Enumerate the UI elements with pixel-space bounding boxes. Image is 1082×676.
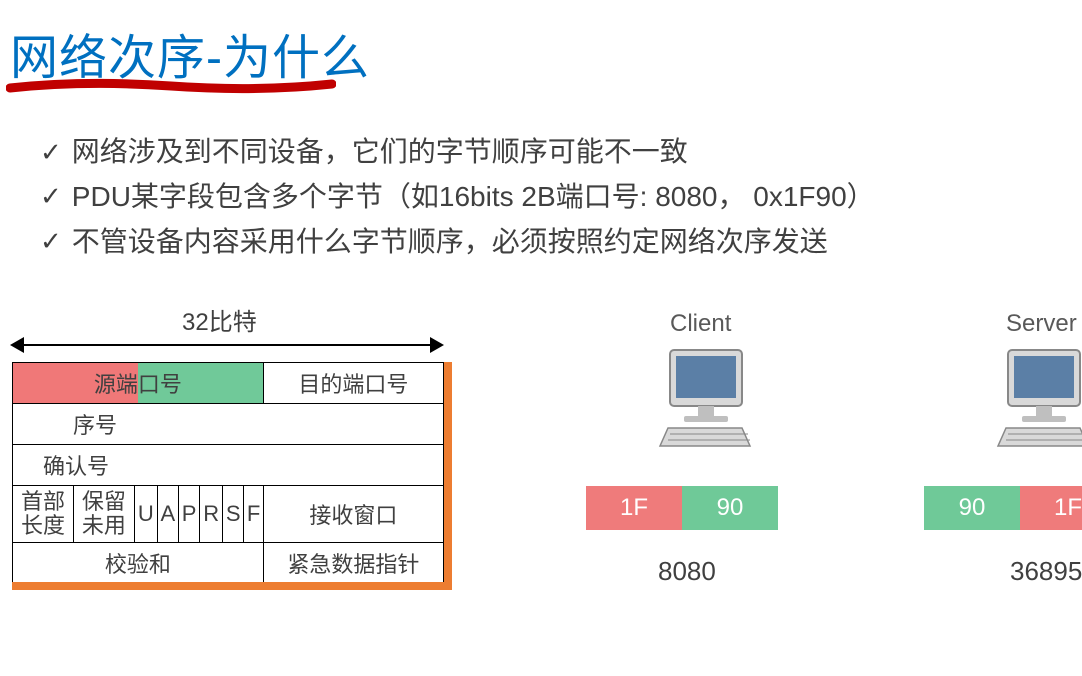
computer-icon <box>988 342 1082 452</box>
checksum-cell: 校验和 <box>13 543 264 584</box>
reserved-cell: 保留未用 <box>73 486 134 543</box>
hdrlen-cell: 首部长度 <box>13 486 74 543</box>
server-label: Server <box>1006 310 1077 338</box>
check-icon: ✓ <box>40 132 62 174</box>
computer-icon <box>650 342 760 452</box>
check-icon: ✓ <box>40 176 62 218</box>
bullet-text: PDU某字段包含多个字节（如16bits 2B端口号: 8080， 0x1F90… <box>72 175 875 220</box>
recv-win-cell: 接收窗口 <box>263 486 443 543</box>
byte-cell: 90 <box>682 486 778 530</box>
bullet-item: ✓ PDU某字段包含多个字节（如16bits 2B端口号: 8080， 0x1F… <box>40 175 875 220</box>
byte-cell: 1F <box>1020 486 1082 530</box>
flag-f: F <box>244 486 264 543</box>
flag-r: R <box>200 486 223 543</box>
client-label: Client <box>670 310 731 338</box>
width-label: 32比特 <box>182 302 257 337</box>
tcp-header-table: 源端口号 目的端口号 序号 确认号 首部长度 保留未用 U A P R S F … <box>12 362 444 584</box>
flag-s: S <box>223 486 244 543</box>
server-port: 36895 <box>1010 556 1082 587</box>
seq-cell: 序号 <box>13 404 444 445</box>
bullet-text: 不管设备内容采用什么字节顺序，必须按照约定网络次序发送 <box>72 220 828 265</box>
title-underline <box>6 78 336 96</box>
check-icon: ✓ <box>40 221 62 263</box>
urg-ptr-cell: 紧急数据指针 <box>263 543 443 584</box>
flag-a: A <box>157 486 178 543</box>
flag-u: U <box>134 486 157 543</box>
ack-cell: 确认号 <box>13 445 444 486</box>
client-bytes: 1F 90 <box>586 486 778 530</box>
width-indicator: 32比特 <box>12 330 442 360</box>
client-port: 8080 <box>658 556 716 587</box>
dst-port-cell: 目的端口号 <box>263 363 443 404</box>
bullet-list: ✓ 网络涉及到不同设备，它们的字节顺序可能不一致 ✓ PDU某字段包含多个字节（… <box>40 130 875 264</box>
byte-cell: 90 <box>924 486 1020 530</box>
flag-p: P <box>178 486 199 543</box>
bullet-text: 网络涉及到不同设备，它们的字节顺序可能不一致 <box>72 130 688 175</box>
bullet-item: ✓ 不管设备内容采用什么字节顺序，必须按照约定网络次序发送 <box>40 220 875 265</box>
bullet-item: ✓ 网络涉及到不同设备，它们的字节顺序可能不一致 <box>40 130 875 175</box>
byte-cell: 1F <box>586 486 682 530</box>
server-bytes: 90 1F <box>924 486 1082 530</box>
src-port-cell: 源端口号 <box>13 367 263 399</box>
